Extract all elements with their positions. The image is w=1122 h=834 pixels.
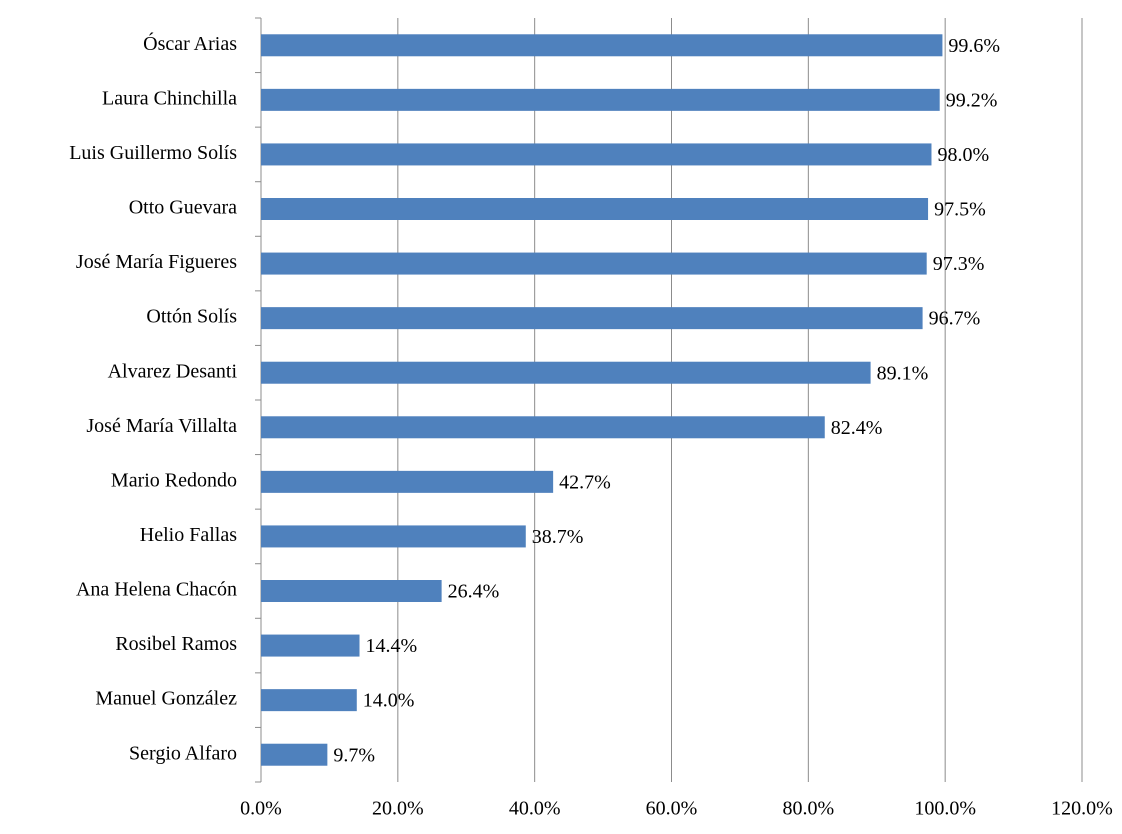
bar [261, 143, 932, 166]
y-tick-label: José María Figueres [76, 251, 237, 273]
y-tick-label: Luis Guillermo Solís [69, 142, 237, 164]
y-tick-label: Rosibel Ramos [115, 633, 237, 655]
value-label: 82.4% [831, 417, 883, 439]
value-label: 14.4% [366, 635, 418, 657]
value-label: 96.7% [929, 308, 981, 330]
bar [261, 525, 526, 548]
value-label: 89.1% [877, 362, 929, 384]
x-tick-label: 60.0% [646, 798, 698, 820]
value-label: 26.4% [448, 581, 500, 603]
y-tick-label: José María Villalta [86, 415, 237, 437]
y-tick-label: Helio Fallas [140, 524, 237, 546]
bar [261, 252, 927, 275]
bar [261, 634, 360, 657]
bar [261, 689, 357, 712]
y-tick-label: Laura Chinchilla [102, 87, 237, 109]
value-label: 9.7% [333, 744, 375, 766]
y-tick-label: Manuel González [95, 688, 237, 710]
value-label: 98.0% [937, 144, 989, 166]
y-tick-label: Óscar Arias [143, 31, 237, 55]
value-label: 42.7% [559, 471, 611, 493]
bar [261, 580, 442, 602]
bar [261, 88, 940, 111]
x-tick-label: 20.0% [372, 798, 424, 820]
value-label: 99.2% [946, 89, 998, 111]
bar [261, 743, 328, 766]
value-label: 99.6% [948, 35, 1000, 57]
bar [261, 198, 929, 220]
value-label: 14.0% [363, 690, 415, 712]
x-tick-label: 0.0% [240, 798, 282, 820]
y-tick-label: Alvarez Desanti [108, 360, 238, 382]
x-tick-label: 120.0% [1051, 798, 1113, 820]
x-tick-label: 100.0% [914, 798, 976, 820]
value-label: 97.3% [933, 253, 985, 275]
bar [261, 307, 923, 330]
bar [261, 34, 943, 57]
y-tick-label: Ottón Solís [146, 306, 237, 328]
x-tick-label: 80.0% [782, 798, 834, 820]
y-tick-label: Otto Guevara [129, 197, 237, 219]
y-tick-label: Sergio Alfaro [129, 742, 237, 764]
bar [261, 416, 825, 439]
y-tick-label: Ana Helena Chacón [76, 579, 237, 601]
bar [261, 361, 871, 384]
value-label: 97.5% [934, 199, 986, 221]
x-tick-label: 40.0% [509, 798, 561, 820]
value-label: 38.7% [532, 526, 584, 548]
y-tick-label: Mario Redondo [111, 469, 237, 491]
bar [261, 470, 554, 493]
